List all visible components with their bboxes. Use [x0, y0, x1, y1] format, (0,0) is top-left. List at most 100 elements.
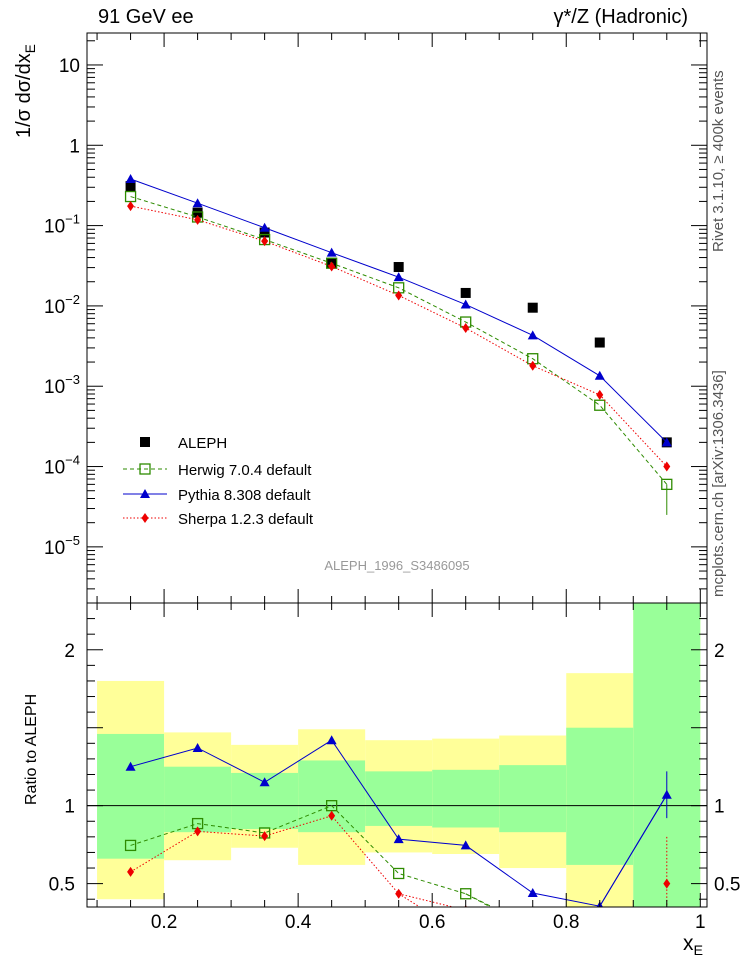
- band-green-1: [164, 766, 232, 833]
- main-point-aleph-4: [393, 262, 404, 273]
- band-green-6: [499, 765, 567, 833]
- ratio-point-sherpa-1-2-3-default-0: [127, 866, 135, 877]
- legend-label-herwig-7-0-4-default: Herwig 7.0.4 default: [178, 462, 312, 479]
- main-point-pythia-8-308-default-2: [259, 222, 270, 232]
- band-green-8: [633, 603, 701, 907]
- ratio-point-pythia-8-308-default-6: [527, 887, 538, 897]
- legend-entry-aleph: ALEPH: [140, 435, 227, 452]
- main-point-pythia-8-308-default-4: [393, 272, 404, 282]
- ratio-point-sherpa-1-2-3-default-2: [261, 831, 269, 842]
- ratio-series-sherpa-1-2-3-default: [127, 810, 671, 907]
- main-series-sherpa-1-2-3-default: [127, 201, 671, 472]
- ratio-point-pythia-8-308-default-3: [326, 735, 337, 745]
- ratio-point-sherpa-1-2-3-default-8: [663, 878, 671, 889]
- main-ylabel: 1/σ dσ/dxE: [13, 44, 38, 138]
- main-ytick-label-2: 10−1: [44, 212, 80, 238]
- ratio-point-herwig-7-0-4-default-4: [393, 867, 405, 880]
- ratio-ytick-label-left-0: 2: [64, 641, 75, 662]
- legend: ALEPH Herwig 7.0.4 default Pythia 8.308 de…: [123, 435, 314, 528]
- ratio-ytick-label-right-0: 2: [714, 641, 725, 662]
- main-point-herwig-7-0-4-default-0: [124, 190, 137, 203]
- band-green-4: [365, 771, 433, 826]
- main-point-sherpa-1-2-3-default-7: [596, 389, 604, 400]
- band-green-5: [432, 769, 500, 828]
- ratio-point-pythia-8-308-default-5: [460, 840, 471, 850]
- main-series-aleph: [125, 181, 672, 448]
- axis-ticks: [87, 33, 707, 907]
- ratio-point-pythia-8-308-default-0: [125, 761, 136, 771]
- ratio-xtick-label-0: 0.2: [151, 912, 177, 933]
- ratio-xtick-label-2: 0.6: [419, 912, 445, 933]
- legend-marker-sherpa-1-2-3-default: [141, 513, 149, 523]
- legend-marker-pythia-8-308-default: [140, 489, 150, 498]
- ratio-point-herwig-7-0-4-default-5: [460, 888, 472, 900]
- main-point-sherpa-1-2-3-default-0: [127, 201, 135, 212]
- ratio-frame: [86, 602, 708, 908]
- ratio-xtick-label-1: 0.4: [285, 912, 312, 933]
- side-label-mcplots: mcplots.cern.ch [arXiv:1306.3436]: [710, 370, 727, 597]
- ratio-point-pythia-8-308-default-8: [661, 789, 672, 799]
- ratio-xtick-label-3: 0.8: [553, 912, 579, 933]
- main-line-herwig-7-0-4-default: [130, 196, 668, 485]
- legend-marker-herwig-7-0-4-default: [139, 463, 151, 475]
- main-ytick-label-3: 10−2: [44, 292, 80, 318]
- main-point-sherpa-1-2-3-default-1: [194, 214, 202, 225]
- header-left-label: 91 GeV ee: [98, 6, 194, 28]
- ratio-ytick-label-right-2: 0.5: [714, 875, 740, 896]
- main-point-pythia-8-308-default-3: [326, 247, 337, 257]
- main-point-pythia-8-308-default-1: [192, 198, 203, 208]
- ratio-point-sherpa-1-2-3-default-3: [328, 810, 336, 821]
- main-line-sherpa-1-2-3-default: [130, 205, 668, 467]
- axis-text: 10 1 10−1 10−2 10−3 10−4 10−5 2 2 1 1 0.5 0.5 0.2 0.4 0…: [13, 44, 740, 959]
- ratio-ytick-label-left-1: 1: [64, 797, 75, 818]
- legend-marker-aleph: [140, 437, 150, 447]
- main-point-pythia-8-308-default-7: [594, 370, 605, 380]
- main-point-pythia-8-308-default-6: [527, 330, 538, 340]
- ratio-line-pythia-tail: [599, 794, 668, 907]
- main-ytick-label-0: 10: [59, 56, 80, 77]
- main-point-aleph-6: [527, 302, 538, 313]
- main-ytick-label-4: 10−3: [44, 372, 80, 398]
- main-ytick-label-5: 10−4: [44, 453, 80, 479]
- main-point-sherpa-1-2-3-default-8: [663, 461, 671, 472]
- legend-entry-sherpa-1-2-3-default: Sherpa 1.2.3 default: [123, 511, 314, 528]
- legend-label-pythia-8-308-default: Pythia 8.308 default: [178, 487, 311, 504]
- main-point-pythia-8-308-default-8: [661, 437, 672, 447]
- main-point-aleph-5: [460, 287, 471, 298]
- legend-label-sherpa-1-2-3-default: Sherpa 1.2.3 default: [178, 511, 314, 528]
- ratio-point-herwig-7-0-4-default-0: [124, 839, 137, 852]
- main-series-pythia-8-308-default: [125, 174, 672, 447]
- ratio-xtick-label-4: 1: [695, 912, 706, 933]
- ratio-ylabel: Ratio to ALEPH: [23, 694, 40, 805]
- ratio-point-pythia-8-308-default-4: [393, 834, 404, 844]
- ratio-xlabel: xE: [683, 932, 703, 959]
- ratio-series-pythia-8-308-default: [125, 735, 672, 907]
- main-point-aleph-1: [192, 207, 203, 218]
- main-ytick-label-1: 1: [69, 136, 80, 157]
- ratio-point-sherpa-1-2-3-default-1: [194, 826, 202, 837]
- main-point-herwig-7-0-4-default-7: [594, 399, 606, 411]
- uncertainty-bands: [97, 603, 701, 907]
- main-point-sherpa-1-2-3-default-4: [395, 290, 403, 301]
- side-label-rivet: Rivet 3.1.10, ≥ 400k events: [710, 70, 727, 252]
- main-point-pythia-8-308-default-5: [460, 299, 471, 309]
- ratio-ytick-label-left-2: 0.5: [49, 875, 75, 896]
- series-layer: [124, 174, 673, 932]
- ratio-point-herwig-7-0-4-default-3: [325, 800, 338, 812]
- main-point-aleph-7: [594, 337, 605, 348]
- ratio-line-herwig-7-0-4-default-0: [130, 805, 494, 907]
- main-point-sherpa-1-2-3-default-6: [529, 360, 537, 371]
- legend-entry-pythia-8-308-default: Pythia 8.308 default: [123, 487, 311, 504]
- main-point-sherpa-1-2-3-default-5: [462, 323, 470, 334]
- ratio-line-sherpa-1-2-3-default-0: [130, 815, 456, 907]
- header-right-label: γ*/Z (Hadronic): [553, 6, 688, 28]
- ratio-series-layer: [124, 735, 672, 932]
- legend-label-aleph: ALEPH: [178, 435, 227, 452]
- band-green-3: [298, 760, 366, 833]
- main-point-aleph-2: [259, 227, 270, 238]
- ratio-point-herwig-7-0-4-default-6: [528, 922, 538, 932]
- legend-entry-herwig-7-0-4-default: Herwig 7.0.4 default: [123, 462, 312, 479]
- watermark-label: ALEPH_1996_S3486095: [324, 558, 469, 573]
